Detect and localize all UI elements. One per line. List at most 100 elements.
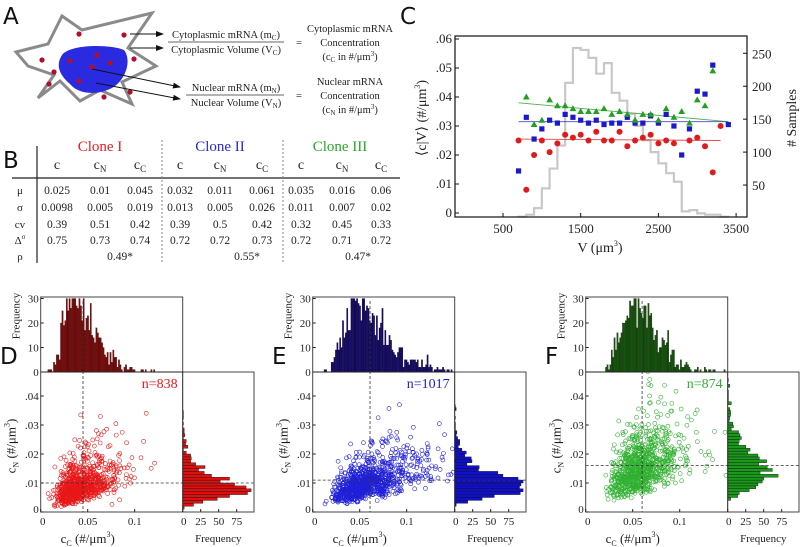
right-histogram-bar bbox=[454, 448, 463, 452]
scatter-point bbox=[634, 437, 640, 442]
text-part: (#/μm bbox=[276, 427, 291, 462]
right-hist-tick-label: 75 bbox=[231, 516, 243, 528]
scatter-point bbox=[63, 501, 69, 507]
top-histogram-bar bbox=[395, 357, 398, 373]
scatter-point bbox=[648, 439, 654, 445]
table-cell: 0.005 bbox=[87, 202, 113, 214]
top-histogram-bar bbox=[333, 357, 336, 373]
scatter-point bbox=[65, 462, 70, 468]
scatter-point bbox=[426, 457, 432, 463]
right-histogram-bar bbox=[182, 494, 230, 498]
x-tick-label: 0.05 bbox=[350, 516, 370, 528]
text-part: c bbox=[177, 158, 183, 173]
scatter-point bbox=[59, 499, 65, 505]
scatter-point bbox=[624, 482, 630, 487]
scatter-point bbox=[96, 465, 101, 470]
right-histogram-bar bbox=[454, 477, 519, 481]
scatter-point bbox=[613, 449, 619, 455]
data-point-square bbox=[593, 117, 599, 123]
right-hist-tick-label: 50 bbox=[758, 516, 770, 528]
top-histogram-bar bbox=[357, 303, 360, 373]
scatter-point bbox=[380, 461, 386, 467]
top-histogram-bar bbox=[53, 362, 55, 373]
scatter-point bbox=[660, 448, 665, 454]
top-histogram-bar bbox=[634, 298, 637, 373]
scatter-point bbox=[617, 480, 622, 486]
scatter-point bbox=[72, 454, 77, 460]
data-point-triangle bbox=[608, 110, 616, 117]
scatter-point bbox=[610, 492, 616, 498]
table-cell: 0.016 bbox=[329, 185, 355, 197]
mrna-dot bbox=[131, 56, 137, 62]
scatter-point bbox=[378, 490, 383, 496]
top-histogram-bar bbox=[619, 337, 622, 373]
scatter-point bbox=[117, 463, 123, 469]
right-histogram-bar bbox=[727, 468, 773, 472]
scatter-point bbox=[622, 488, 628, 493]
scatter-point bbox=[647, 485, 652, 491]
scatter-point bbox=[119, 429, 125, 435]
mrna-dot bbox=[89, 64, 95, 70]
scatter-point bbox=[342, 500, 348, 505]
scatter-point bbox=[673, 480, 678, 486]
table-cell: 0.32 bbox=[291, 219, 311, 231]
scatter-point bbox=[81, 467, 87, 472]
top-histogram-bar bbox=[57, 354, 60, 373]
scatter-point bbox=[684, 447, 689, 452]
scatter-point bbox=[352, 461, 358, 467]
scatter-point bbox=[689, 417, 694, 423]
top-histogram-bar bbox=[636, 327, 638, 373]
scatter-point bbox=[653, 455, 658, 461]
top-histogram-bar bbox=[407, 362, 409, 373]
text-part: ) bbox=[655, 531, 659, 546]
right-hist-tick-label: 25 bbox=[740, 516, 752, 528]
top-histogram-bar bbox=[436, 367, 439, 373]
top-histogram-bar bbox=[390, 340, 392, 373]
scatter-point bbox=[354, 450, 359, 455]
data-point-square bbox=[570, 114, 576, 120]
top-histogram-bar bbox=[402, 367, 405, 373]
y-tick-label: .01 bbox=[570, 478, 584, 490]
data-point-square bbox=[679, 152, 685, 158]
right-histogram-bar bbox=[182, 445, 188, 449]
table-cell: 0.72 bbox=[371, 235, 391, 247]
scatter-point bbox=[132, 475, 137, 481]
x-tick-label: 3500 bbox=[723, 221, 749, 236]
scatter-point bbox=[499, 464, 503, 468]
scatter-point bbox=[105, 467, 111, 472]
scatter-point bbox=[637, 431, 642, 437]
scatter-point bbox=[722, 429, 728, 435]
scatter-point bbox=[426, 465, 432, 471]
column-header: cN bbox=[94, 158, 107, 174]
table-cell: 0.5 bbox=[213, 219, 228, 231]
top-histogram-bar bbox=[345, 332, 347, 373]
scatter-point bbox=[673, 388, 679, 394]
scatter-point bbox=[337, 482, 343, 488]
text-part: c bbox=[54, 158, 60, 173]
scatter-point bbox=[676, 446, 681, 452]
scatter-point bbox=[627, 474, 632, 479]
scatter-point bbox=[660, 442, 666, 448]
cyto-result-line2: Concentration bbox=[320, 38, 380, 49]
scatter-point bbox=[603, 472, 609, 478]
scatter-point bbox=[388, 472, 394, 478]
scatter-point bbox=[351, 484, 356, 490]
table-cell: 0.42 bbox=[252, 219, 272, 231]
top-histogram-bar bbox=[665, 342, 668, 373]
data-point-triangle bbox=[670, 113, 678, 120]
scatter-point bbox=[608, 485, 614, 490]
plot-frame bbox=[454, 35, 748, 218]
scatter-point bbox=[420, 468, 426, 474]
right-histogram-bar bbox=[454, 439, 460, 443]
scatter-point bbox=[674, 421, 680, 427]
top-histogram-bar bbox=[118, 359, 120, 373]
scatter-point bbox=[394, 435, 400, 441]
scatter-point bbox=[375, 415, 381, 421]
scatter-point bbox=[627, 479, 632, 485]
scatter-point bbox=[94, 473, 100, 479]
scatter-point bbox=[634, 481, 639, 487]
table-cell: 0.013 bbox=[167, 202, 193, 214]
scatter-point bbox=[645, 413, 650, 419]
scatter-point bbox=[670, 452, 676, 458]
scatter-point bbox=[692, 411, 698, 416]
